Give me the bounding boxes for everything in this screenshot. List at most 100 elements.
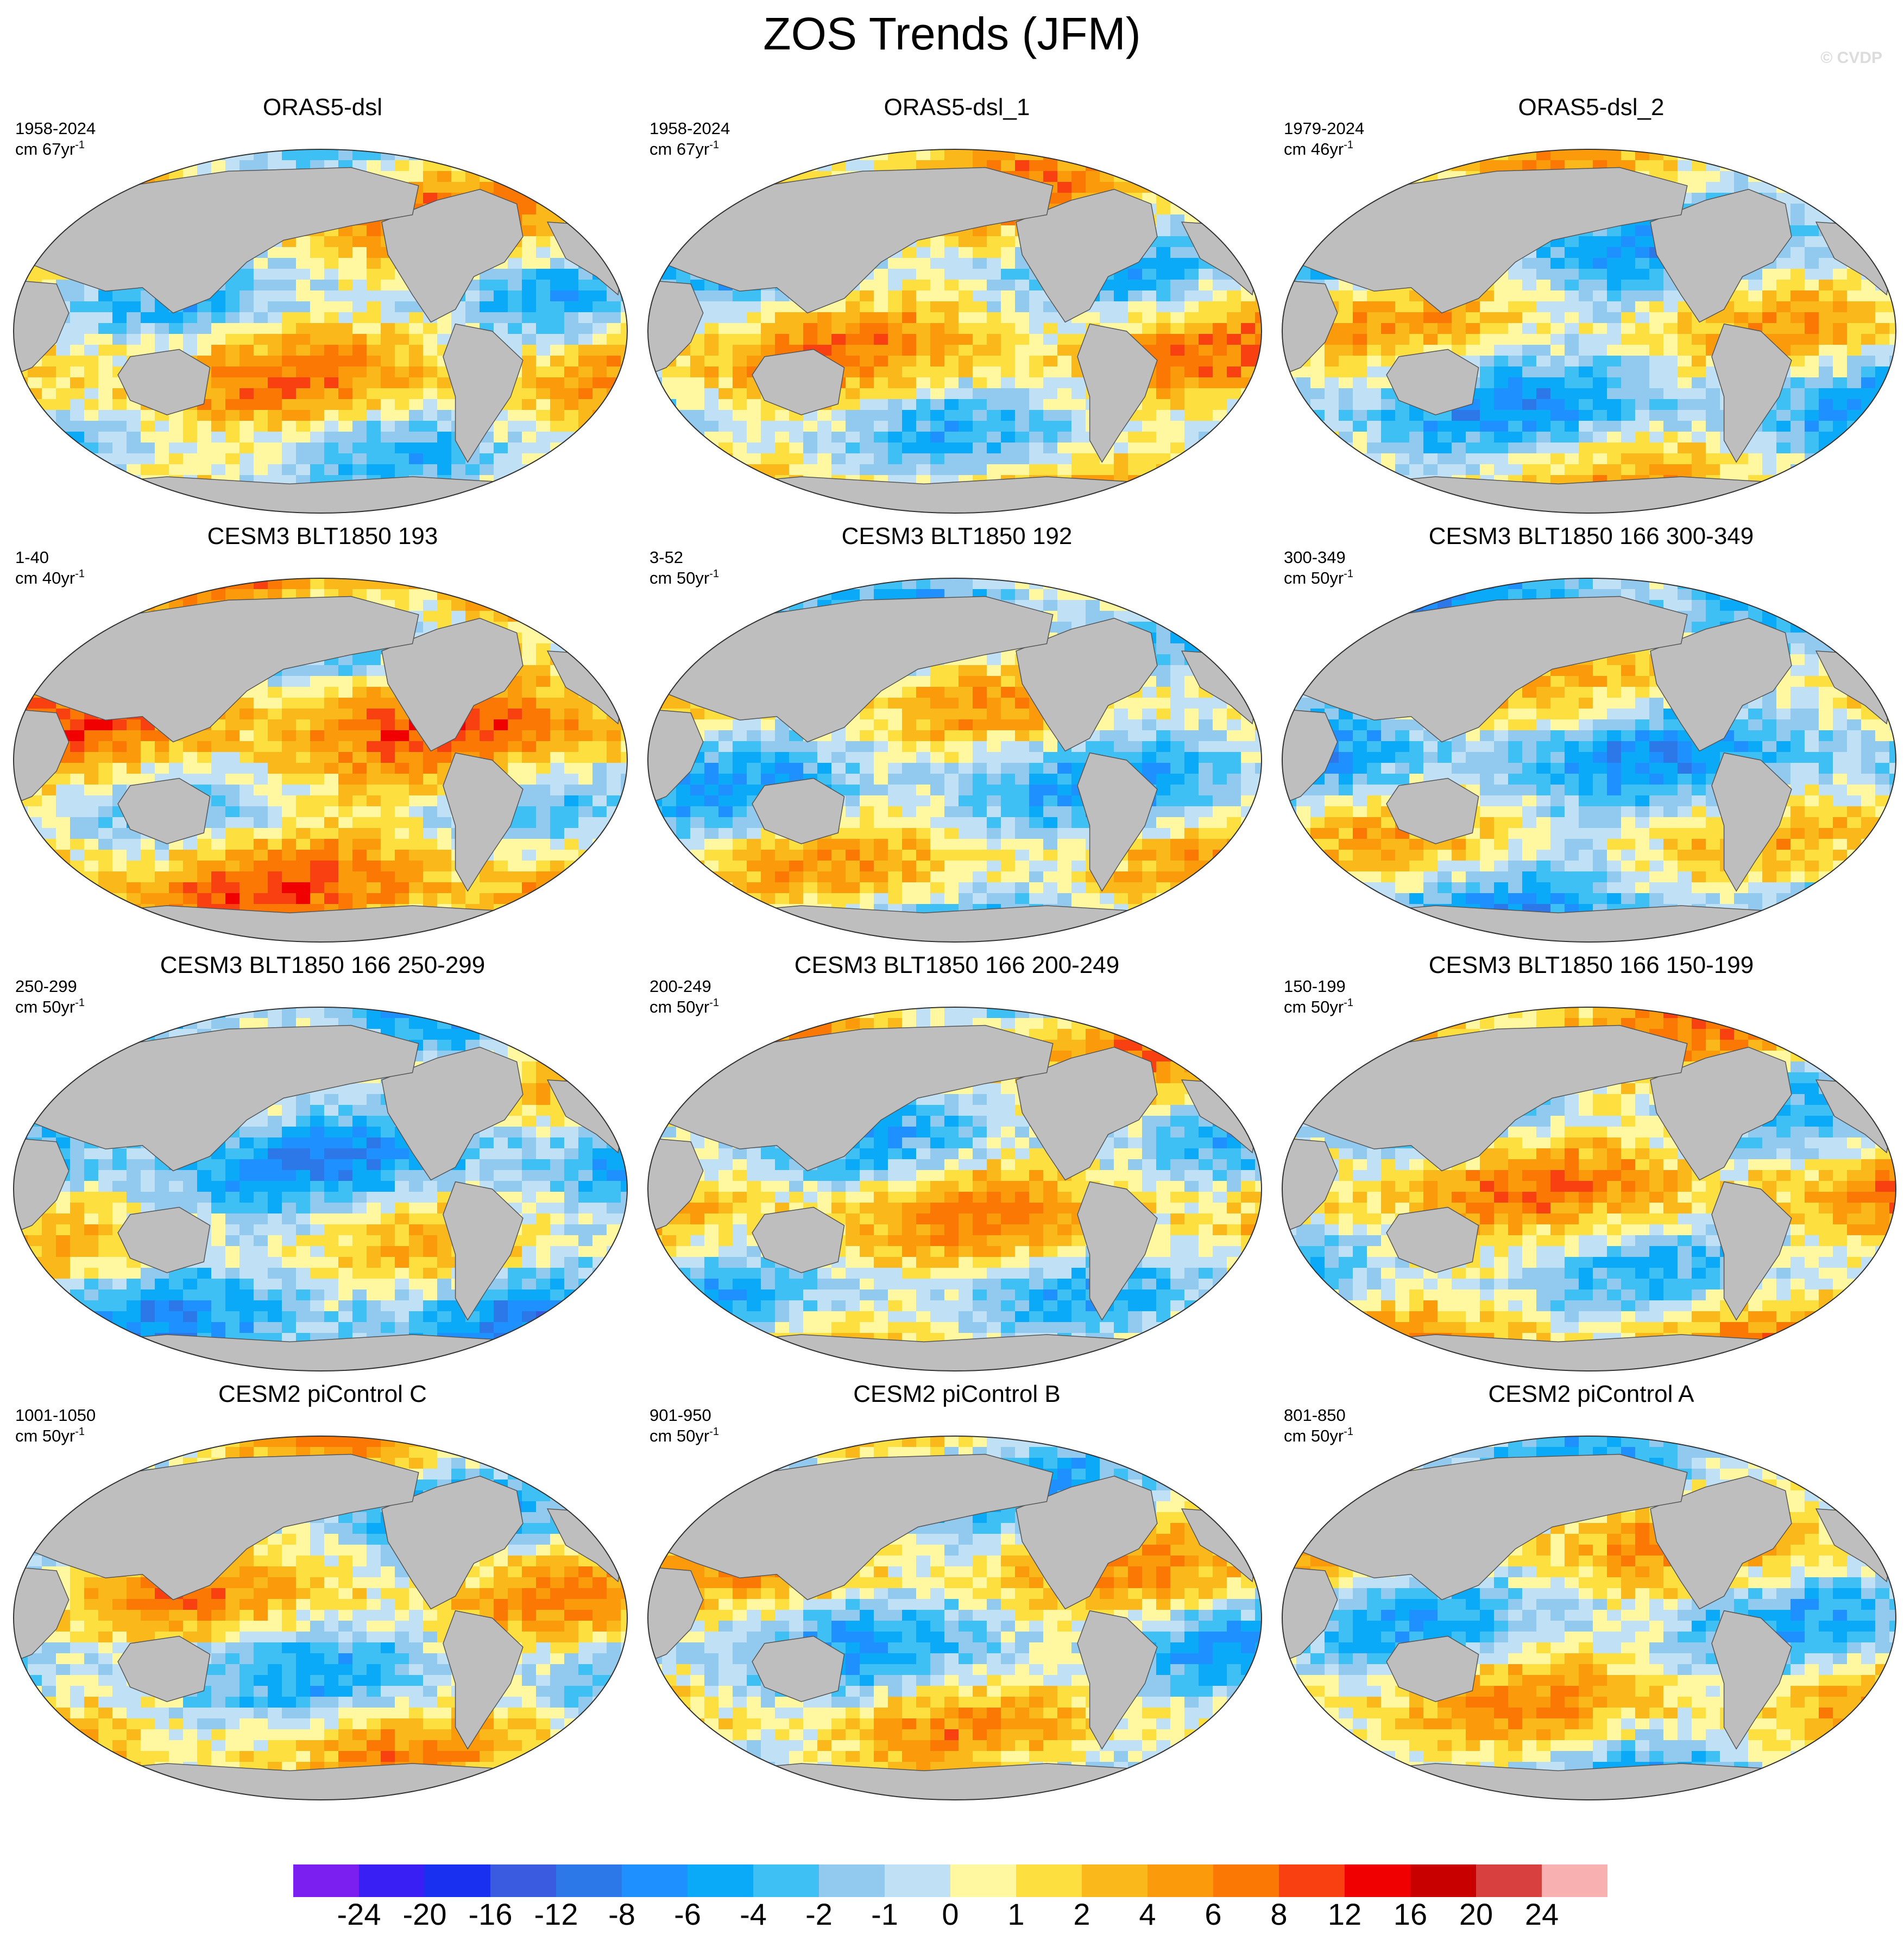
colorbar-swatch (425, 1864, 490, 1897)
trend-map (1282, 1436, 1896, 1800)
colorbar-swatch (1410, 1864, 1476, 1897)
trend-map (647, 149, 1262, 514)
colorbar-swatch (556, 1864, 622, 1897)
panel-years: 801-850 (1284, 1406, 1346, 1425)
trend-map (647, 1007, 1262, 1371)
colorbar-tick-label: -24 (337, 1897, 381, 1931)
map-outline (647, 1007, 1262, 1371)
units-exponent: -1 (75, 139, 85, 151)
units-exponent: -1 (1344, 568, 1354, 580)
trend-map (647, 1436, 1262, 1800)
panel-years: 300-349 (1284, 548, 1346, 567)
colorbar-tick-label: 12 (1327, 1897, 1362, 1931)
units-text: cm 67yr (15, 140, 75, 159)
trend-map (13, 578, 628, 943)
figure-title: ZOS Trends (JFM) (763, 8, 1141, 59)
colorbar-swatch (1279, 1864, 1345, 1897)
map-outline (647, 1436, 1262, 1800)
map-outline (13, 149, 628, 514)
panel-years: 3-52 (650, 548, 684, 567)
panel-years: 1958-2024 (15, 119, 96, 138)
panel-years: 1-40 (15, 548, 49, 567)
panel-years: 200-249 (650, 977, 711, 996)
units-text: cm 50yr (650, 568, 710, 587)
panel-units: cm 50yr-1 (15, 997, 85, 1017)
panel-units: cm 50yr-1 (650, 997, 719, 1017)
panel-units: cm 50yr-1 (1284, 1426, 1353, 1446)
map-outline (1282, 1436, 1896, 1800)
units-exponent: -1 (709, 1426, 720, 1438)
colorbar-swatch (688, 1864, 753, 1897)
units-text: cm 67yr (650, 140, 710, 159)
trend-map (13, 1007, 628, 1371)
colorbar-tick-label: 2 (1073, 1897, 1090, 1931)
units-text: cm 46yr (1284, 140, 1344, 159)
panel-title: CESM2 piControl C (218, 1381, 427, 1407)
units-exponent: -1 (75, 1426, 85, 1438)
panel-title: CESM3 BLT1850 193 (207, 523, 438, 549)
colorbar-tick-label: -20 (402, 1897, 447, 1931)
colorbar-tick-label: 16 (1393, 1897, 1428, 1931)
map-outline (647, 149, 1262, 514)
watermark-text: © CVDP (1820, 49, 1882, 67)
map-outline (1282, 1007, 1896, 1371)
map-panel: ORAS5-dsl_1 1958-2024 cm 67yr-1 (640, 92, 1274, 521)
panel-title: ORAS5-dsl_2 (1518, 94, 1665, 121)
units-exponent: -1 (75, 997, 85, 1009)
panel-years: 250-299 (15, 977, 77, 996)
panel-units: cm 67yr-1 (650, 139, 719, 160)
trend-map (647, 578, 1262, 943)
panel-years: 1979-2024 (1284, 119, 1365, 138)
panel-title: CESM3 BLT1850 166 200-249 (794, 952, 1120, 978)
panel-units: cm 50yr-1 (1284, 997, 1353, 1017)
colorbar-swatch (1213, 1864, 1279, 1897)
colorbar-swatch (753, 1864, 819, 1897)
trend-map (13, 1436, 628, 1800)
colorbar-tick-label: 8 (1270, 1897, 1288, 1931)
map-panel: CESM3 BLT1850 166 150-199 150-199 cm 50yr-… (1274, 950, 1904, 1379)
trend-map (1282, 1007, 1896, 1371)
map-panel: ORAS5-dsl_2 1979-2024 cm 46yr-1 (1274, 92, 1904, 521)
panel-years: 901-950 (650, 1406, 711, 1425)
units-text: cm 50yr (15, 1426, 75, 1445)
panel-title: CESM3 BLT1850 166 250-299 (160, 952, 486, 978)
colorbar-tick-label: 1 (1007, 1897, 1025, 1931)
map-outline (13, 1007, 628, 1371)
colorbar-swatch (490, 1864, 556, 1897)
colorbar-swatch (1082, 1864, 1148, 1897)
panel-title: ORAS5-dsl (262, 94, 383, 121)
map-panel: CESM2 piControl A 801-850 cm 50yr-1 (1274, 1379, 1904, 1808)
trend-map (13, 149, 628, 514)
colorbar-tick-label: -1 (871, 1897, 898, 1931)
panel-years: 150-199 (1284, 977, 1346, 996)
colorbar-swatch (1016, 1864, 1082, 1897)
map-panel: CESM3 BLT1850 166 200-249 200-249 cm 50yr-… (640, 950, 1274, 1379)
colorbar-tick-label: 4 (1139, 1897, 1156, 1931)
colorbar-swatch (1345, 1864, 1410, 1897)
map-outline (1282, 578, 1896, 943)
colorbar-tick-label: 0 (942, 1897, 959, 1931)
units-exponent: -1 (1344, 139, 1354, 151)
map-panel: ORAS5-dsl 1958-2024 cm 67yr-1 (5, 92, 640, 521)
map-outline (647, 578, 1262, 943)
units-text: cm 50yr (1284, 1426, 1344, 1445)
units-exponent: -1 (709, 997, 720, 1009)
map-outline (13, 578, 628, 943)
colorbar (293, 1864, 1607, 1897)
colorbar-swatch (622, 1864, 688, 1897)
colorbar-tick-label: 20 (1459, 1897, 1493, 1931)
units-exponent: -1 (1344, 997, 1354, 1009)
panel-units: cm 50yr-1 (15, 1426, 85, 1446)
units-text: cm 50yr (1284, 568, 1344, 587)
units-text: cm 50yr (650, 997, 710, 1016)
map-panel: CESM2 piControl B 901-950 cm 50yr-1 (640, 1379, 1274, 1808)
panel-title: CESM2 piControl A (1488, 1381, 1694, 1407)
map-panel: CESM3 BLT1850 166 300-349 300-349 cm 50yr-… (1274, 521, 1904, 950)
panel-units: cm 40yr-1 (15, 568, 85, 589)
colorbar-tick-label: -6 (674, 1897, 701, 1931)
colorbar-tick-label: -12 (534, 1897, 578, 1931)
units-text: cm 50yr (650, 1426, 710, 1445)
panel-units: cm 46yr-1 (1284, 139, 1353, 160)
panel-units: cm 67yr-1 (15, 139, 85, 160)
map-panel: CESM3 BLT1850 192 3-52 cm 50yr-1 (640, 521, 1274, 950)
